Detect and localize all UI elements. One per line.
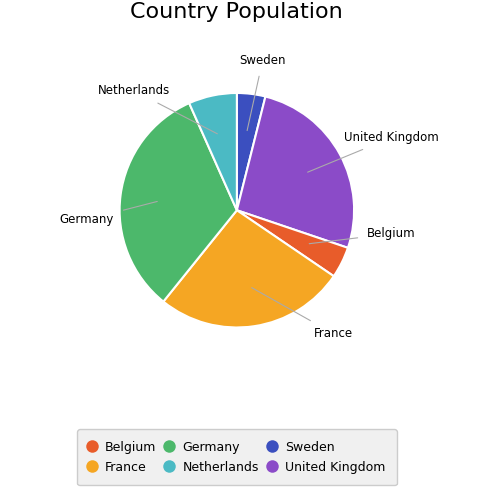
Text: Belgium: Belgium	[309, 227, 416, 244]
Text: Germany: Germany	[60, 201, 157, 226]
Legend: Belgium, France, Germany, Netherlands, Sweden, United Kingdom: Belgium, France, Germany, Netherlands, S…	[77, 429, 397, 486]
Wedge shape	[189, 93, 237, 210]
Wedge shape	[237, 93, 265, 210]
Wedge shape	[237, 210, 348, 276]
Title: Country Population: Country Population	[130, 1, 343, 22]
Text: France: France	[252, 288, 352, 340]
Text: United Kingdom: United Kingdom	[307, 131, 439, 172]
Wedge shape	[120, 103, 237, 301]
Wedge shape	[237, 97, 354, 248]
Text: Netherlands: Netherlands	[98, 84, 217, 134]
Text: Sweden: Sweden	[240, 53, 286, 131]
Wedge shape	[163, 210, 334, 328]
